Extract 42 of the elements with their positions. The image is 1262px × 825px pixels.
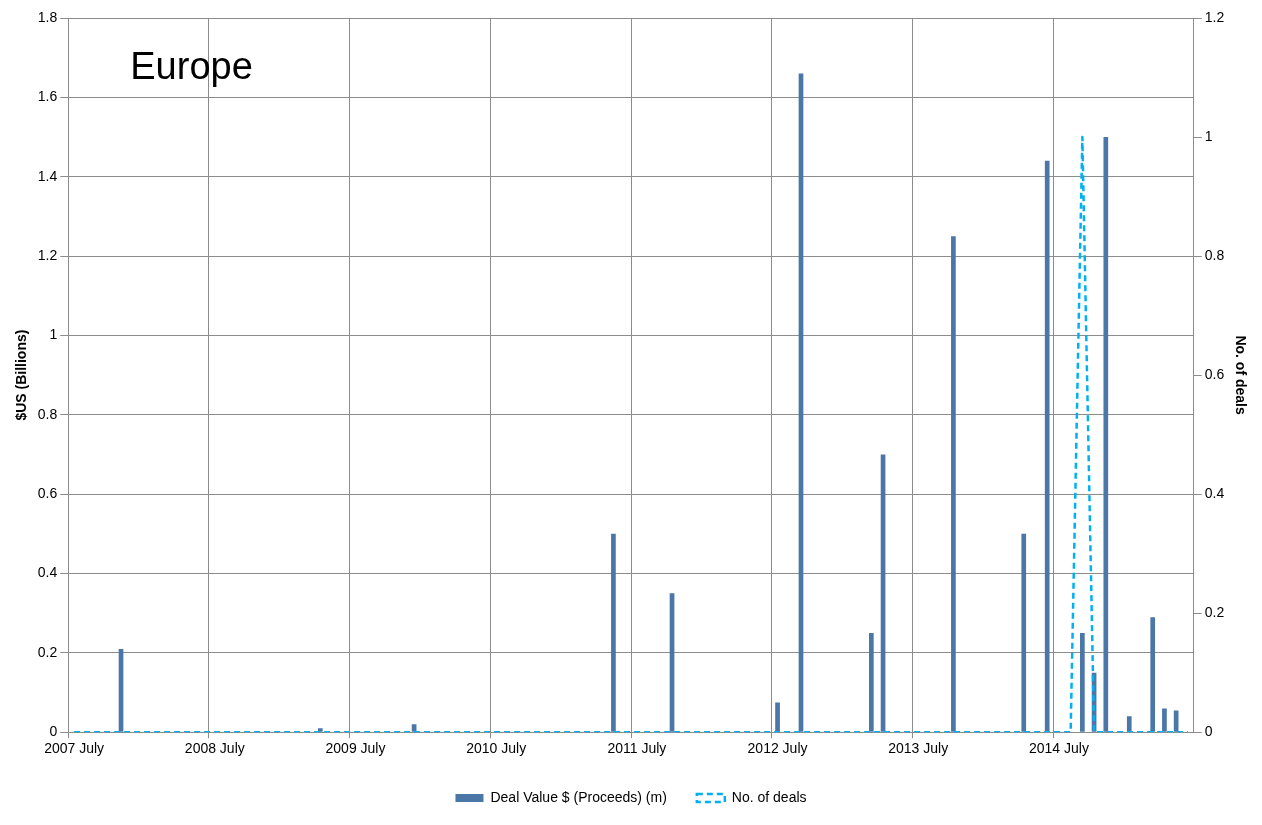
bar <box>1080 633 1085 732</box>
x-tick-label: 2012 July <box>747 740 808 757</box>
bar <box>951 236 956 732</box>
y-tick-label: 0.8 <box>37 405 58 422</box>
y2-tick-label: 1 <box>1204 127 1213 144</box>
y-tick-label: 0 <box>49 723 58 740</box>
y2-tick-label: 0.6 <box>1204 365 1225 382</box>
bar <box>1103 137 1109 732</box>
x-tick-label: 2014 July <box>1028 740 1089 757</box>
bar <box>1021 533 1027 732</box>
x-tick-label: 2013 July <box>888 740 949 757</box>
y-tick-label: 1 <box>49 326 58 343</box>
y-tick-label: 1.8 <box>37 8 58 25</box>
y-tick-label: 1.6 <box>37 88 58 105</box>
bar <box>317 728 323 732</box>
bar <box>1162 708 1167 732</box>
y-tick-label: 0.2 <box>37 643 58 660</box>
bar <box>1044 160 1050 732</box>
x-tick-label: 2010 July <box>466 740 527 757</box>
x-tick-label: 2009 July <box>325 740 386 757</box>
y-tick-label: 1.4 <box>37 167 58 184</box>
y2-tick-label: 1.2 <box>1204 8 1225 25</box>
y-tick-label: 1.2 <box>37 246 58 263</box>
bar <box>868 633 874 732</box>
y2-tick-label: 0.8 <box>1204 246 1225 263</box>
bar <box>1150 617 1156 732</box>
y2-tick-label: 0.2 <box>1204 604 1225 621</box>
bar <box>611 533 616 732</box>
x-tick-label: 2011 July <box>607 740 667 757</box>
bar <box>1126 716 1132 732</box>
x-tick-label: 2007 July <box>44 740 105 757</box>
y-tick-label: 0.6 <box>37 484 58 501</box>
text: Europe <box>130 45 253 88</box>
y-axis-title: $US (Billions) <box>13 329 30 421</box>
y2-tick-label: 0 <box>1204 723 1213 740</box>
y-tick-label: 0.4 <box>37 564 58 581</box>
y2-axis-title: No. of deals <box>1232 335 1249 415</box>
y2-tick-label: 0.4 <box>1204 484 1225 501</box>
legend-label: No. of deals <box>731 788 807 805</box>
legend-label: Deal Value $ (Proceeds) (m) <box>490 788 667 805</box>
x-tick-label: 2008 July <box>184 740 245 757</box>
bar <box>775 702 780 732</box>
